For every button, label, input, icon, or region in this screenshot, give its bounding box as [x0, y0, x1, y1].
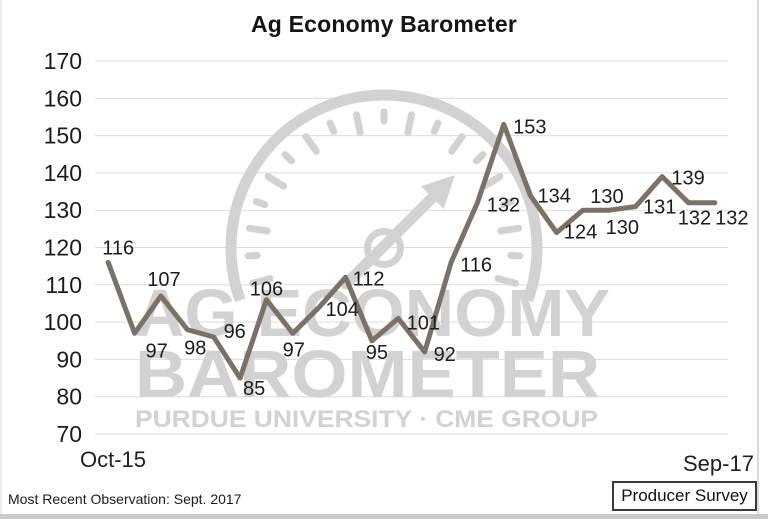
- svg-text:97: 97: [145, 340, 167, 362]
- chart-title: Ag Economy Barometer: [250, 11, 517, 37]
- svg-text:97: 97: [283, 339, 305, 361]
- svg-text:130: 130: [606, 217, 639, 239]
- svg-text:95: 95: [366, 342, 388, 364]
- svg-text:120: 120: [44, 235, 82, 261]
- footnote: Most Recent Observation: Sept. 2017: [8, 491, 242, 507]
- svg-text:116: 116: [102, 237, 134, 259]
- svg-text:153: 153: [513, 116, 546, 138]
- svg-text:160: 160: [44, 85, 82, 111]
- svg-text:124: 124: [564, 222, 597, 244]
- gauge-hub: [364, 228, 404, 268]
- gauge-needle-arrowhead: [421, 175, 455, 209]
- producer-survey-badge: Producer Survey: [612, 481, 757, 511]
- gauge-needle-shaft: [340, 190, 440, 290]
- svg-text:85: 85: [243, 378, 265, 400]
- watermark-line2: BAROMETER: [135, 337, 600, 412]
- svg-text:112: 112: [353, 268, 385, 290]
- right-edge-border: [757, 0, 759, 519]
- svg-text:104: 104: [326, 299, 359, 321]
- svg-text:130: 130: [590, 186, 623, 208]
- svg-text:116: 116: [460, 254, 492, 276]
- gauge-ticks: [244, 108, 524, 287]
- svg-text:130: 130: [44, 197, 82, 223]
- svg-text:134: 134: [538, 185, 571, 207]
- producer-survey-label: Producer Survey: [621, 486, 748, 505]
- x-axis-label-last: Sep-17: [683, 451, 754, 476]
- svg-text:131: 131: [643, 197, 676, 219]
- svg-text:170: 170: [44, 48, 82, 74]
- svg-text:107: 107: [147, 269, 180, 291]
- svg-text:92: 92: [434, 344, 456, 366]
- svg-text:101: 101: [407, 312, 440, 334]
- svg-text:96: 96: [224, 321, 246, 343]
- svg-text:132: 132: [487, 195, 520, 217]
- gauge-arc: [225, 89, 543, 303]
- svg-text:80: 80: [56, 384, 82, 410]
- series-line: [105, 121, 718, 381]
- bottom-edge-border: [0, 514, 768, 519]
- svg-text:139: 139: [671, 168, 704, 190]
- data-point-labels: 116 97 107 98 96 85 106 97 104 112 95 101 92 116 132 15…: [102, 116, 748, 400]
- left-edge-border: [0, 0, 2, 519]
- x-axis-label-first: Oct-15: [80, 447, 147, 472]
- svg-text:150: 150: [44, 123, 82, 149]
- gridlines: [95, 60, 728, 435]
- svg-text:90: 90: [56, 346, 82, 372]
- watermark-line3: PURDUE UNIVERSITY · CME GROUP: [135, 406, 598, 433]
- svg-text:70: 70: [56, 421, 82, 447]
- gauge-watermark-icon: [225, 89, 543, 303]
- svg-text:110: 110: [45, 272, 82, 298]
- svg-text:132: 132: [715, 208, 748, 230]
- svg-text:100: 100: [44, 309, 82, 335]
- svg-text:98: 98: [184, 338, 206, 360]
- svg-text:132: 132: [678, 208, 711, 230]
- svg-text:140: 140: [44, 160, 82, 186]
- svg-text:106: 106: [250, 279, 283, 301]
- y-axis-labels: 70 80 90 100 110 120 130 140 150 160 170: [44, 48, 82, 447]
